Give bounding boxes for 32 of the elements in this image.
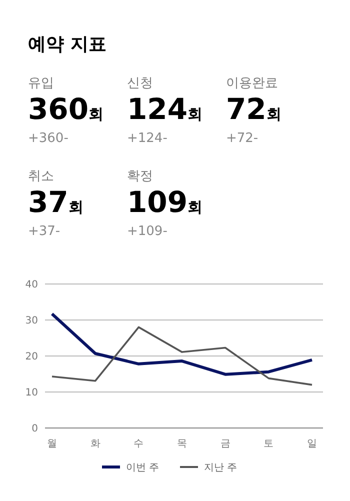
text: 이용완료 bbox=[226, 76, 278, 91]
x-tick-label: 금 bbox=[220, 438, 230, 450]
text: +360- bbox=[28, 131, 69, 146]
text: 109회 bbox=[127, 185, 203, 219]
text: 124회 bbox=[127, 92, 203, 126]
x-tick-label: 수 bbox=[134, 438, 144, 450]
text: 유입 bbox=[28, 76, 54, 91]
line-series bbox=[50, 312, 314, 376]
text: 예약 지표 bbox=[28, 34, 106, 55]
legend-label: 지난 주 bbox=[204, 462, 238, 474]
y-tick-label: 20 bbox=[25, 352, 38, 362]
x-tick-label: 화 bbox=[90, 438, 100, 450]
y-tick-label: 0 bbox=[32, 424, 38, 434]
y-tick-label: 10 bbox=[25, 388, 38, 398]
x-tick-label: 목 bbox=[177, 438, 187, 450]
text: +124- bbox=[127, 131, 168, 146]
x-tick-label: 토 bbox=[264, 438, 274, 450]
x-tick-label: 월 bbox=[47, 438, 57, 450]
text: +37- bbox=[28, 224, 60, 239]
x-tick-label: 일 bbox=[307, 438, 317, 450]
y-tick-label: 40 bbox=[25, 280, 38, 290]
text: 신청 bbox=[127, 76, 153, 91]
text: 취소 bbox=[28, 169, 54, 184]
legend-label: 이번 주 bbox=[126, 462, 160, 474]
line-series bbox=[51, 326, 313, 386]
text: 72회 bbox=[226, 92, 282, 126]
text: 360회 bbox=[28, 92, 104, 126]
text: +72- bbox=[226, 131, 258, 146]
text: 37회 bbox=[28, 185, 84, 219]
y-tick-label: 30 bbox=[25, 316, 38, 326]
text: 확정 bbox=[127, 169, 153, 184]
text: +109- bbox=[127, 224, 168, 239]
